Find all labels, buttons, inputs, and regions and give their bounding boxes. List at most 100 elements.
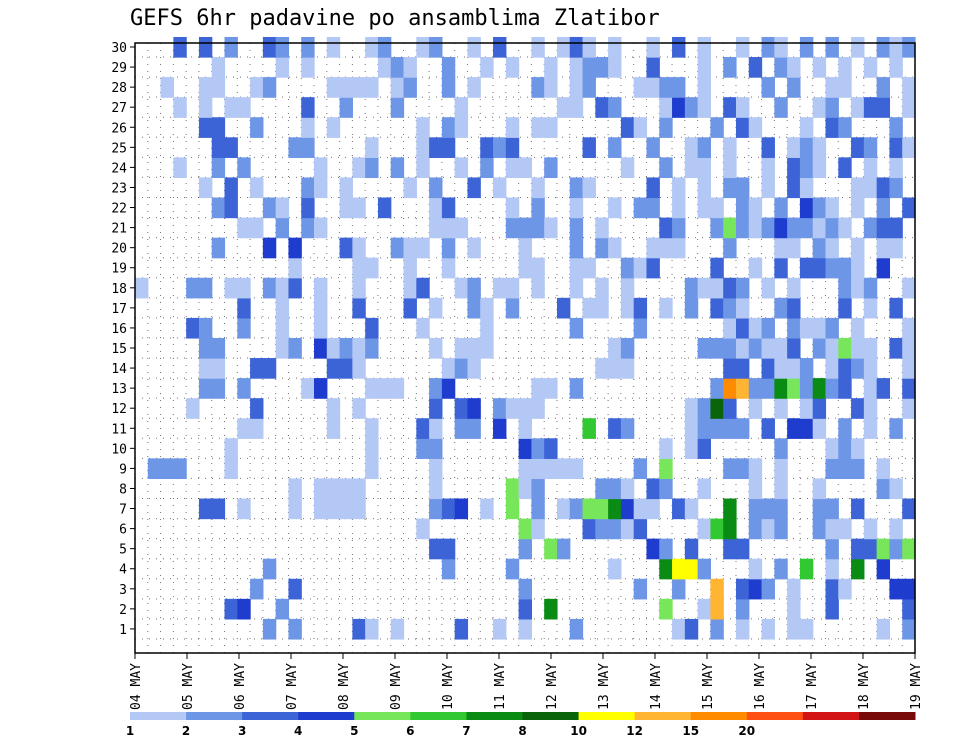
heatmap-cell (774, 237, 788, 259)
heatmap-cell (851, 498, 865, 520)
heatmap-cell (787, 418, 801, 439)
heatmap-cell (748, 478, 763, 500)
heatmap-cell (365, 458, 379, 480)
heatmap-cell (723, 358, 737, 379)
heatmap-cell (825, 197, 839, 219)
heatmap-cell (390, 618, 405, 640)
y-tick-label: 16 (111, 322, 127, 337)
heatmap-cell (237, 297, 251, 319)
heatmap-cell (454, 337, 469, 359)
heatmap-cell (186, 398, 200, 419)
heatmap-cell (851, 137, 865, 158)
heatmap-cell (429, 297, 443, 319)
y-tick-label: 17 (111, 302, 127, 317)
heatmap-cell (237, 217, 251, 239)
heatmap-cell (735, 36, 750, 58)
heatmap-cell (889, 137, 903, 158)
heatmap-cell (416, 157, 430, 179)
heatmap-cell (544, 77, 558, 98)
heatmap-cell (902, 36, 916, 58)
heatmap-cell (518, 418, 532, 439)
heatmap-cell (659, 97, 673, 118)
heatmap-cell (774, 478, 788, 500)
heatmap-cell (646, 137, 660, 158)
heatmap-cell (825, 458, 839, 480)
heatmap-cell (633, 498, 648, 520)
y-tick-label: 29 (111, 61, 127, 76)
x-tick-label: 09 MAY (389, 663, 404, 710)
heatmap-cell (799, 257, 814, 279)
heatmap-cell (569, 97, 584, 118)
heatmap-cell (723, 177, 737, 199)
heatmap-cell (799, 36, 814, 58)
y-tick-label: 27 (111, 101, 127, 116)
y-tick-label: 30 (111, 41, 127, 56)
y-tick-label: 20 (111, 242, 127, 257)
colorbar-swatch (690, 712, 748, 720)
heatmap-cell (799, 358, 814, 379)
heatmap-cell (441, 358, 456, 379)
heatmap-cell (659, 538, 673, 560)
heatmap-cell (339, 177, 353, 199)
colorbar-swatch (130, 712, 187, 720)
heatmap-cell (467, 358, 481, 379)
heatmap-cell (467, 177, 481, 199)
heatmap-cell (339, 337, 353, 359)
heatmap-cell (774, 398, 788, 419)
heatmap-cell (812, 217, 827, 239)
heatmap-cell (710, 337, 724, 359)
heatmap-cell (723, 458, 737, 480)
heatmap-cell (608, 518, 622, 540)
heatmap-cell (429, 438, 443, 459)
heatmap-cell (518, 518, 532, 540)
heatmap-cell (569, 36, 584, 58)
heatmap-cell (812, 157, 827, 179)
heatmap-cell (275, 317, 290, 339)
heatmap-cell (608, 137, 622, 158)
heatmap-cell (774, 217, 788, 239)
heatmap-cell (902, 77, 916, 98)
heatmap-cell (454, 498, 469, 520)
heatmap-cell (863, 277, 878, 299)
heatmap-cell (505, 398, 520, 419)
y-tick-label: 13 (111, 382, 127, 397)
heatmap-cell (723, 237, 737, 259)
heatmap-cell (761, 498, 775, 520)
heatmap-cell (582, 498, 596, 520)
colorbar-label: 10 (570, 724, 587, 738)
y-tick-label: 8 (119, 482, 127, 497)
heatmap-cell (697, 177, 712, 199)
heatmap-cell (659, 438, 673, 459)
heatmap-cell (735, 97, 750, 118)
heatmap-cell (697, 337, 712, 359)
heatmap-cell (608, 57, 622, 78)
x-tick-label: 05 MAY (181, 663, 196, 710)
heatmap-cell (237, 317, 251, 339)
heatmap-cell (774, 518, 788, 540)
heatmap-cell (531, 77, 545, 98)
heatmap-cell (863, 297, 878, 319)
heatmap-cell (505, 558, 520, 580)
heatmap-cell (544, 438, 558, 459)
heatmap-cell (608, 197, 622, 219)
heatmap-cell (518, 618, 532, 640)
heatmap-cell (467, 337, 481, 359)
heatmap-cell (544, 598, 558, 620)
heatmap-cell (863, 137, 878, 158)
colorbar-label: 20 (738, 724, 755, 738)
heatmap-cell (838, 77, 852, 98)
heatmap-cell (429, 197, 443, 219)
heatmap-cell (787, 337, 801, 359)
heatmap-cell (710, 257, 724, 279)
heatmap-cell (672, 97, 686, 118)
heatmap-cell (620, 358, 635, 379)
y-tick-label: 3 (119, 583, 127, 598)
heatmap-cell (352, 297, 366, 319)
heatmap-cell (365, 257, 379, 279)
heatmap-cell (735, 418, 750, 439)
heatmap-cell (403, 237, 417, 259)
heatmap-cell (876, 237, 891, 259)
heatmap-cell (224, 598, 238, 620)
heatmap-cell (531, 438, 545, 459)
heatmap-cell (173, 157, 187, 179)
